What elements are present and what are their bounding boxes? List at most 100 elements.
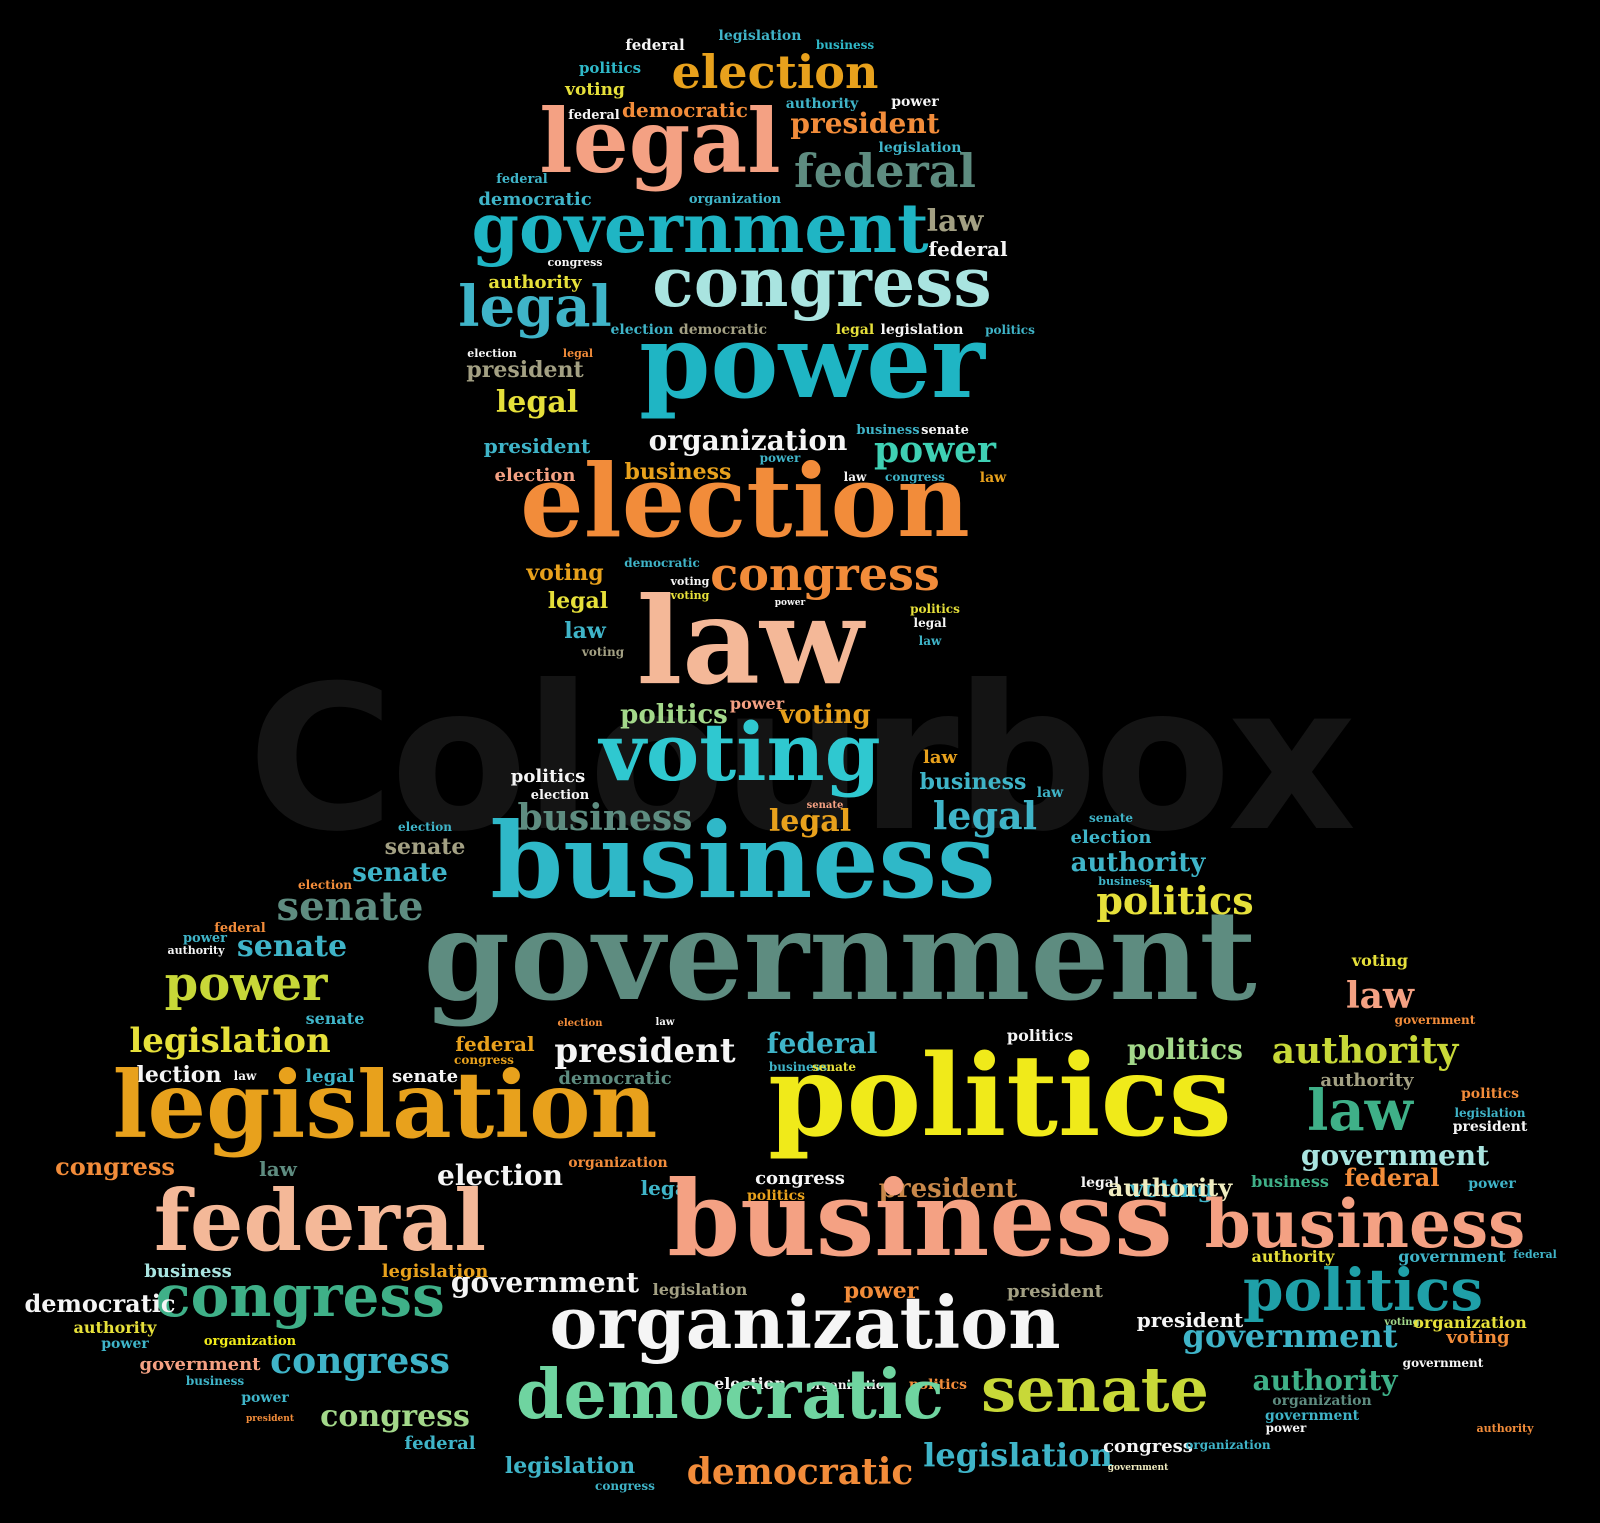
cloud-word-politics: politics [1096,878,1253,923]
cloud-word-congress: congress [652,243,991,323]
cloud-word-legal: legal [641,1176,696,1200]
cloud-word-voting: voting [1351,951,1408,970]
cloud-word-authority: authority [786,96,859,112]
cloud-word-federal: federal [625,36,685,54]
cloud-word-democratic: democratic [624,556,700,570]
cloud-word-congress: congress [885,470,945,484]
cloud-word-election: election [467,347,516,360]
cloud-word-democratic: democratic [478,189,591,210]
cloud-word-legislation: legislation [1454,1106,1525,1120]
cloud-word-congress: congress [454,1053,514,1067]
cloud-word-voting: voting [1129,1174,1215,1203]
cloud-word-legislation: legislation [719,28,802,44]
cloud-word-politics: politics [1461,1086,1519,1102]
cloud-word-law: law [564,618,607,644]
cloud-word-government: government [471,189,929,269]
cloud-word-congress: congress [320,1399,470,1434]
cloud-word-authority: authority [74,1318,158,1337]
cloud-word-legislation: legislation [382,1261,489,1282]
cloud-word-voting: voting [670,575,710,588]
cloud-word-business: business [625,459,732,485]
cloud-word-legislation: legislation [113,1051,658,1159]
cloud-word-power: power [730,694,785,713]
cloud-word-authority: authority [168,944,226,957]
cloud-word-senate: senate [306,1009,365,1028]
cloud-word-president: president [1137,1308,1244,1332]
cloud-word-business: business [856,423,919,438]
cloud-word-business: business [1098,875,1151,888]
cloud-word-law: law [1307,1078,1415,1144]
cloud-word-business: business [1251,1172,1329,1191]
cloud-word-government: government [1265,1408,1360,1424]
cloud-word-congress: congress [755,1168,845,1189]
cloud-word-election: election [437,1159,563,1192]
cloud-word-election: election [298,878,352,892]
cloud-word-legislation: legislation [505,1453,635,1479]
cloud-word-politics: politics [579,59,641,77]
cloud-word-legal: legal [769,804,851,839]
cloud-word-power: power [891,94,939,110]
cloud-word-president: president [1453,1119,1528,1135]
cloud-word-legislation: legislation [653,1280,748,1299]
cloud-word-legal: legal [836,322,874,338]
cloud-word-politics: politics [747,1188,805,1204]
cloud-word-election: election [714,1374,786,1393]
cloud-word-legal: legal [539,89,780,193]
cloud-word-business: business [518,797,693,839]
cloud-word-congress: congress [595,1479,655,1493]
cloud-word-government: government [1403,1356,1484,1370]
cloud-word-legal: legal [548,588,608,614]
cloud-word-power: power [183,931,227,946]
cloud-word-federal: federal [928,237,1008,261]
cloud-word-democratic: democratic [24,1289,175,1318]
cloud-word-politics: politics [1127,1033,1243,1066]
cloud-word-voting: voting [1383,1317,1419,1328]
cloud-word-power: power [760,451,801,465]
cloud-word-legal: legal [914,616,947,630]
cloud-word-politics: politics [1007,1026,1073,1045]
cloud-word-election: election [1071,827,1152,848]
cloud-word-power: power [775,598,806,608]
cloud-word-senate: senate [812,1060,856,1074]
cloud-word-government: government [1108,1463,1169,1473]
cloud-word-federal: federal [1513,1248,1557,1261]
cloud-word-legal: legal [933,793,1037,838]
cloud-word-senate: senate [392,1066,458,1087]
cloud-word-politics: politics [985,323,1035,337]
cloud-word-election: election [123,1062,222,1088]
cloud-word-president: president [1007,1281,1104,1302]
cloud-word-law: law [980,470,1007,486]
cloud-word-voting: voting [670,589,710,602]
cloud-word-authority: authority [1252,1247,1336,1266]
cloud-word-law: law [656,1017,675,1028]
cloud-word-government: government [1395,1013,1476,1027]
cloud-word-election: election [398,820,452,834]
cloud-word-senate: senate [237,929,347,964]
cloud-word-congress: congress [55,1152,175,1181]
cloud-word-senate: senate [981,1353,1209,1426]
cloud-word-law: law [1037,785,1064,801]
cloud-word-federal: federal [794,144,976,198]
cloud-word-federal: federal [568,108,619,123]
cloud-word-politics: politics [511,766,586,787]
cloud-word-government: government [1301,1139,1489,1172]
cloud-word-law: law [259,1157,298,1181]
cloud-word-business: business [667,1157,1172,1280]
cloud-word-president: president [246,1414,295,1424]
cloud-word-federal: federal [767,1027,878,1060]
cloud-word-power: power [165,956,328,1012]
cloud-word-voting: voting [581,645,625,659]
cloud-word-federal: federal [1345,1163,1440,1192]
cloud-word-legal: legal [496,385,578,420]
cloud-word-business: business [920,769,1027,795]
cloud-word-election: election [672,45,879,99]
cloud-word-organization: organization [1413,1313,1527,1332]
cloud-word-power: power [101,1336,149,1352]
cloud-word-government: government [140,1354,262,1375]
cloud-word-authority: authority [1071,848,1207,878]
cloud-word-democratic: democratic [516,1355,944,1435]
cloud-word-federal: federal [496,172,547,187]
cloud-word-law: law [844,470,867,484]
